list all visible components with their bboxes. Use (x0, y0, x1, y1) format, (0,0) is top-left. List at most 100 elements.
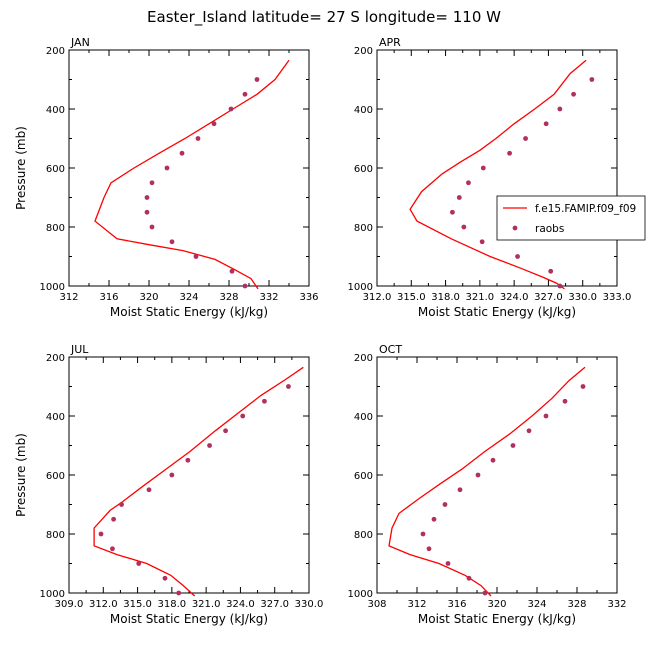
x-tick-label: 320 (487, 599, 506, 610)
raobs-point (490, 457, 496, 463)
raobs-point (580, 384, 586, 389)
raobs-point (146, 487, 152, 493)
y-tick-label: 200 (46, 46, 65, 57)
x-axis-title: Moist Static Energy (kJ/kg) (110, 305, 268, 319)
panel-oct: 308 312 316 320 324 328 332 200 400 600 800 1000 OCT… (348, 343, 627, 626)
x-tick-label: 330.0 (568, 292, 597, 303)
y-tick-label: 600 (46, 164, 65, 175)
raobs-point (466, 575, 472, 581)
raobs-point (169, 239, 175, 245)
raobs-point (286, 384, 291, 389)
y-axis-title: Pressure (mb) (14, 126, 28, 210)
y-axis-title: Pressure (mb) (14, 433, 28, 517)
raobs-point (229, 268, 235, 274)
x-tick-label: 324 (527, 599, 546, 610)
y-axis-ticks: 200 400 600 800 1000 (348, 353, 617, 600)
raobs-point (479, 239, 485, 245)
x-tick-label: 328 (567, 599, 586, 610)
y-tick-label: 800 (46, 530, 65, 541)
plot-frame (376, 49, 618, 287)
y-tick-label: 200 (354, 46, 373, 57)
raobs-point (223, 428, 228, 434)
y-tick-label: 400 (354, 105, 373, 116)
raobs-point (420, 531, 426, 537)
raobs-point (523, 136, 528, 141)
raobs-point (136, 561, 142, 566)
y-tick-label: 400 (354, 412, 373, 423)
y-tick-label: 800 (354, 530, 373, 541)
raobs-point (240, 413, 246, 419)
raobs-point (461, 224, 467, 230)
raobs-point (144, 209, 150, 215)
raobs-point (431, 516, 437, 522)
y-tick-label: 1000 (40, 282, 65, 293)
x-tick-label: 315.0 (397, 292, 426, 303)
raobs-point (193, 254, 199, 259)
x-tick-label: 309.0 (55, 599, 84, 610)
series-line-model (409, 59, 587, 290)
x-tick-label: 332 (607, 599, 626, 610)
raobs-point (475, 472, 481, 478)
raobs-point (211, 121, 217, 127)
raobs-point (557, 106, 563, 112)
x-axis-ticks: 308 312 316 320 324 328 332 (367, 357, 627, 610)
raobs-point (466, 180, 471, 186)
raobs-point (162, 575, 168, 581)
raobs-point (98, 531, 104, 537)
raobs-point (482, 590, 488, 596)
raobs-point (480, 165, 486, 171)
x-tick-label: 308 (367, 599, 386, 610)
x-tick-label: 327.0 (534, 292, 563, 303)
x-tick-label: 315.0 (123, 599, 152, 610)
raobs-point (169, 472, 175, 478)
raobs-point (254, 77, 260, 82)
raobs-point (457, 487, 463, 493)
panel-apr: 312.0 315.0 318.0 321.0 324.0 327.0 330.0 333.0… (348, 36, 632, 319)
figure-title: Easter_Island latitude= 27 S longitude= … (147, 8, 501, 27)
x-tick-label: 320 (139, 292, 158, 303)
legend-box (496, 195, 646, 241)
x-tick-label: 324.0 (226, 599, 255, 610)
y-axis-ticks: 200 400 600 800 1000 (40, 46, 309, 293)
raobs-point (176, 590, 182, 596)
raobs-point (445, 561, 451, 566)
raobs-point (426, 546, 432, 552)
raobs-point (456, 195, 462, 200)
x-tick-label: 318.0 (158, 599, 187, 610)
raobs-point (571, 91, 576, 97)
legend-label: f.e15.FAMIP.f09_f09 (535, 203, 636, 215)
raobs-point (149, 224, 155, 230)
series-points-raobs (144, 77, 260, 289)
y-tick-label: 1000 (40, 589, 65, 600)
raobs-point (543, 121, 549, 127)
legend-label: raobs (535, 223, 564, 235)
raobs-point (543, 413, 549, 419)
raobs-point (179, 150, 185, 156)
raobs-point (548, 268, 554, 274)
series-line-model (94, 59, 290, 290)
x-tick-label: 328 (219, 292, 238, 303)
plot-frame (376, 356, 618, 594)
panels: 312 316 320 324 328 332 336 200 400 600 800 1000 JAN… (14, 36, 631, 626)
x-tick-label: 312 (59, 292, 78, 303)
x-tick-label: 321.0 (466, 292, 495, 303)
panel-jul: 309.0 312.0 315.0 318.0 321.0 324.0 327.0 330.0… (14, 343, 323, 626)
x-tick-label: 312.0 (89, 599, 118, 610)
raobs-point (185, 457, 191, 463)
raobs-point (526, 428, 532, 434)
raobs-point (507, 150, 512, 156)
x-tick-label: 333.0 (603, 292, 632, 303)
x-tick-label: 312.0 (363, 292, 392, 303)
y-axis-ticks: 200 400 600 800 1000 (40, 353, 309, 600)
x-tick-label: 324 (179, 292, 198, 303)
x-tick-label: 330.0 (295, 599, 324, 610)
y-tick-label: 600 (354, 164, 373, 175)
y-tick-label: 400 (46, 412, 65, 423)
x-axis-title: Moist Static Energy (kJ/kg) (418, 305, 576, 319)
series-points-raobs (98, 384, 291, 596)
raobs-point (262, 398, 267, 404)
raobs-point (557, 283, 563, 289)
raobs-point (442, 502, 448, 507)
x-axis-ticks: 309.0 312.0 315.0 318.0 321.0 324.0 327.0 330.0 (55, 357, 324, 610)
